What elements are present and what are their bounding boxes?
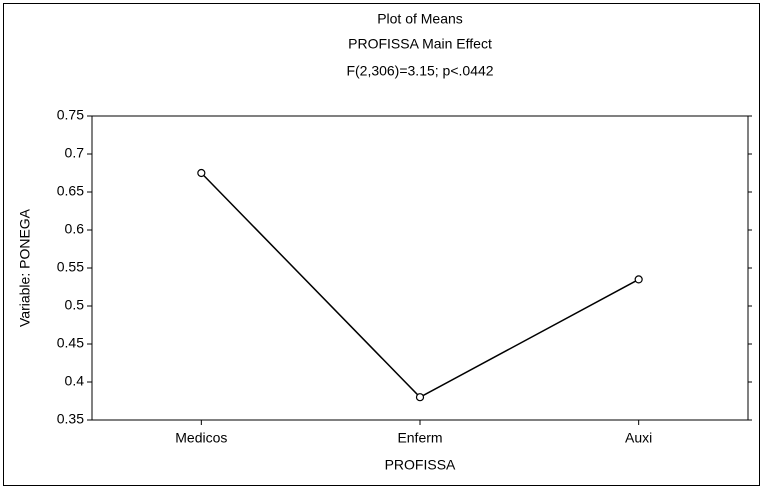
point xyxy=(197,168,206,178)
y-tick-label: 0.35 xyxy=(57,411,84,427)
x-tick-label: Medicos xyxy=(175,430,227,446)
y-tick-label: 0.65 xyxy=(57,183,84,199)
y-tick-label: 0.6 xyxy=(65,221,85,237)
y-tick-label: 0.7 xyxy=(65,145,85,161)
y-tick-label: 0.4 xyxy=(65,373,85,389)
x-tick-label: Auxi xyxy=(625,430,652,446)
y-tick-label: 0.5 xyxy=(65,297,85,313)
y-axis-label: Variable: PONEGA xyxy=(17,208,33,327)
annotation: F(2,306)=3.15; p<.0442 xyxy=(346,63,493,79)
x-tick-label: Enferm xyxy=(397,430,442,446)
y-tick-label: 0.45 xyxy=(57,335,84,351)
y-tick-label: 0.75 xyxy=(57,107,84,123)
x-axis-label: PROFISSA xyxy=(385,457,456,473)
chart-frame xyxy=(3,3,760,486)
line xyxy=(200,172,640,399)
point xyxy=(634,275,643,284)
plot-frame xyxy=(91,115,749,421)
chart-title: Plot of Means xyxy=(377,11,463,27)
y-tick-label: 0.55 xyxy=(57,259,84,275)
chart-subtitle: PROFISSA Main Effect xyxy=(348,36,492,52)
point xyxy=(415,393,425,402)
